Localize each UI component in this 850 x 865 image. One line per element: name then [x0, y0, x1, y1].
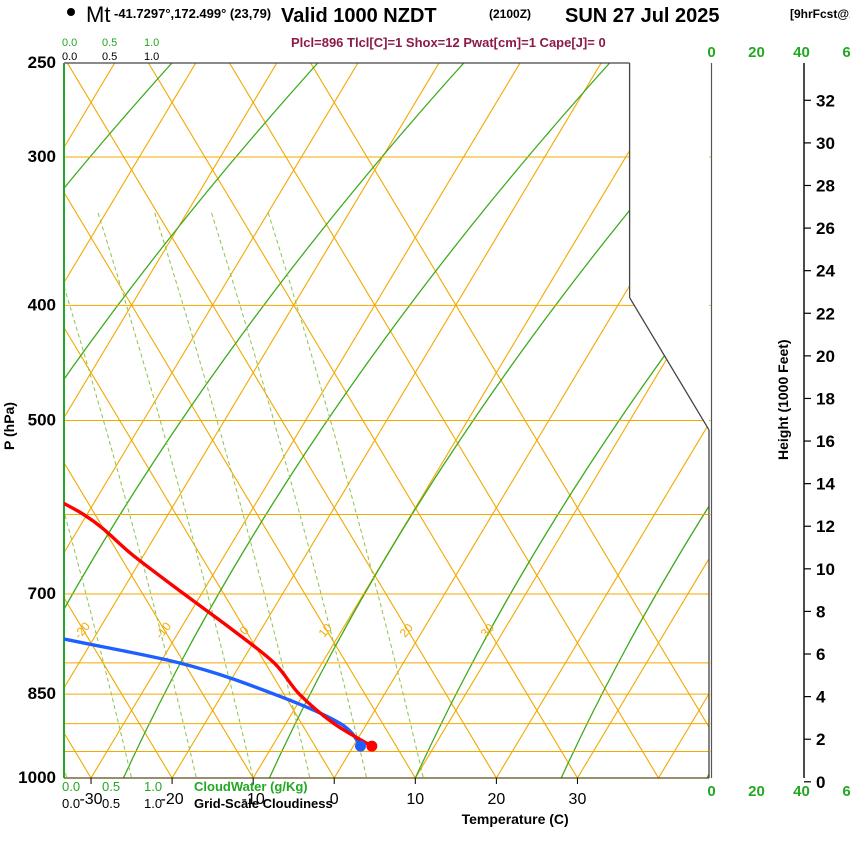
svg-text:850: 850 — [28, 684, 56, 703]
svg-text:40: 40 — [793, 44, 810, 61]
svg-text:1.0: 1.0 — [144, 796, 162, 811]
svg-text:SUN 27 Jul 2025: SUN 27 Jul 2025 — [565, 5, 720, 27]
svg-text:[9hrFcst@1845z]: [9hrFcst@1845z] — [790, 7, 850, 21]
svg-text:CloudWater (g/Kg): CloudWater (g/Kg) — [194, 779, 308, 794]
svg-text:Plcl=896 Tlcl[C]=1 Shox=12 Pwa: Plcl=896 Tlcl[C]=1 Shox=12 Pwat[cm]=1 Ca… — [291, 35, 606, 50]
svg-text:-20: -20 — [161, 791, 184, 808]
svg-text:20: 20 — [816, 347, 835, 366]
svg-text:20: 20 — [487, 791, 505, 808]
svg-text:6: 6 — [816, 645, 825, 664]
svg-text:20: 20 — [748, 783, 765, 800]
svg-text:0.0: 0.0 — [62, 37, 77, 49]
svg-text:4: 4 — [816, 688, 826, 707]
svg-text:28: 28 — [816, 176, 835, 195]
svg-text:0: 0 — [707, 783, 715, 800]
svg-text:8: 8 — [816, 602, 825, 621]
svg-text:0: 0 — [816, 773, 825, 792]
svg-text:40: 40 — [793, 783, 810, 800]
svg-text:0.5: 0.5 — [102, 779, 120, 794]
svg-text:700: 700 — [28, 584, 56, 603]
svg-text:Valid 1000 NZDT: Valid 1000 NZDT — [281, 5, 437, 27]
svg-text:300: 300 — [28, 147, 56, 166]
svg-text:18: 18 — [816, 389, 835, 408]
svg-text:1000: 1000 — [18, 768, 56, 787]
svg-text:14: 14 — [816, 475, 835, 494]
svg-text:30: 30 — [816, 134, 835, 153]
svg-text:0.0: 0.0 — [62, 51, 77, 63]
svg-text:1.0: 1.0 — [144, 51, 159, 63]
svg-text:22: 22 — [816, 304, 835, 323]
svg-text:6: 6 — [842, 44, 850, 61]
svg-text:0: 0 — [707, 44, 715, 61]
svg-text:10: 10 — [816, 560, 835, 579]
svg-text:26: 26 — [816, 219, 835, 238]
svg-text:24: 24 — [816, 262, 835, 281]
svg-text:400: 400 — [28, 295, 56, 314]
svg-text:Mt: Mt — [86, 2, 110, 27]
svg-text:P (hPa): P (hPa) — [1, 402, 17, 450]
svg-text:16: 16 — [816, 432, 835, 451]
svg-text:1.0: 1.0 — [144, 37, 159, 49]
svg-text:6: 6 — [842, 783, 850, 800]
svg-text:30: 30 — [569, 791, 587, 808]
svg-text:20: 20 — [748, 44, 765, 61]
svg-text:Height (1000 Feet): Height (1000 Feet) — [775, 339, 791, 460]
svg-text:Grid-Scale Cloudiness: Grid-Scale Cloudiness — [194, 796, 333, 811]
svg-text:1.0: 1.0 — [144, 779, 162, 794]
svg-text:0.5: 0.5 — [102, 51, 117, 63]
svg-text:500: 500 — [28, 411, 56, 430]
svg-text:-30: -30 — [79, 791, 102, 808]
svg-text:0.5: 0.5 — [102, 37, 117, 49]
svg-text:10: 10 — [406, 791, 424, 808]
svg-text:-41.7297°,172.499° (23,79): -41.7297°,172.499° (23,79) — [114, 6, 271, 21]
svg-text:250: 250 — [28, 53, 56, 72]
svg-text:0.0: 0.0 — [62, 779, 80, 794]
svg-text:Temperature (C): Temperature (C) — [462, 811, 569, 827]
svg-text:0.5: 0.5 — [102, 796, 120, 811]
svg-text:32: 32 — [816, 91, 835, 110]
svg-text:2: 2 — [816, 730, 825, 749]
svg-text:12: 12 — [816, 517, 835, 536]
svg-text:(2100Z): (2100Z) — [489, 7, 531, 21]
svg-text:0.0: 0.0 — [62, 796, 80, 811]
